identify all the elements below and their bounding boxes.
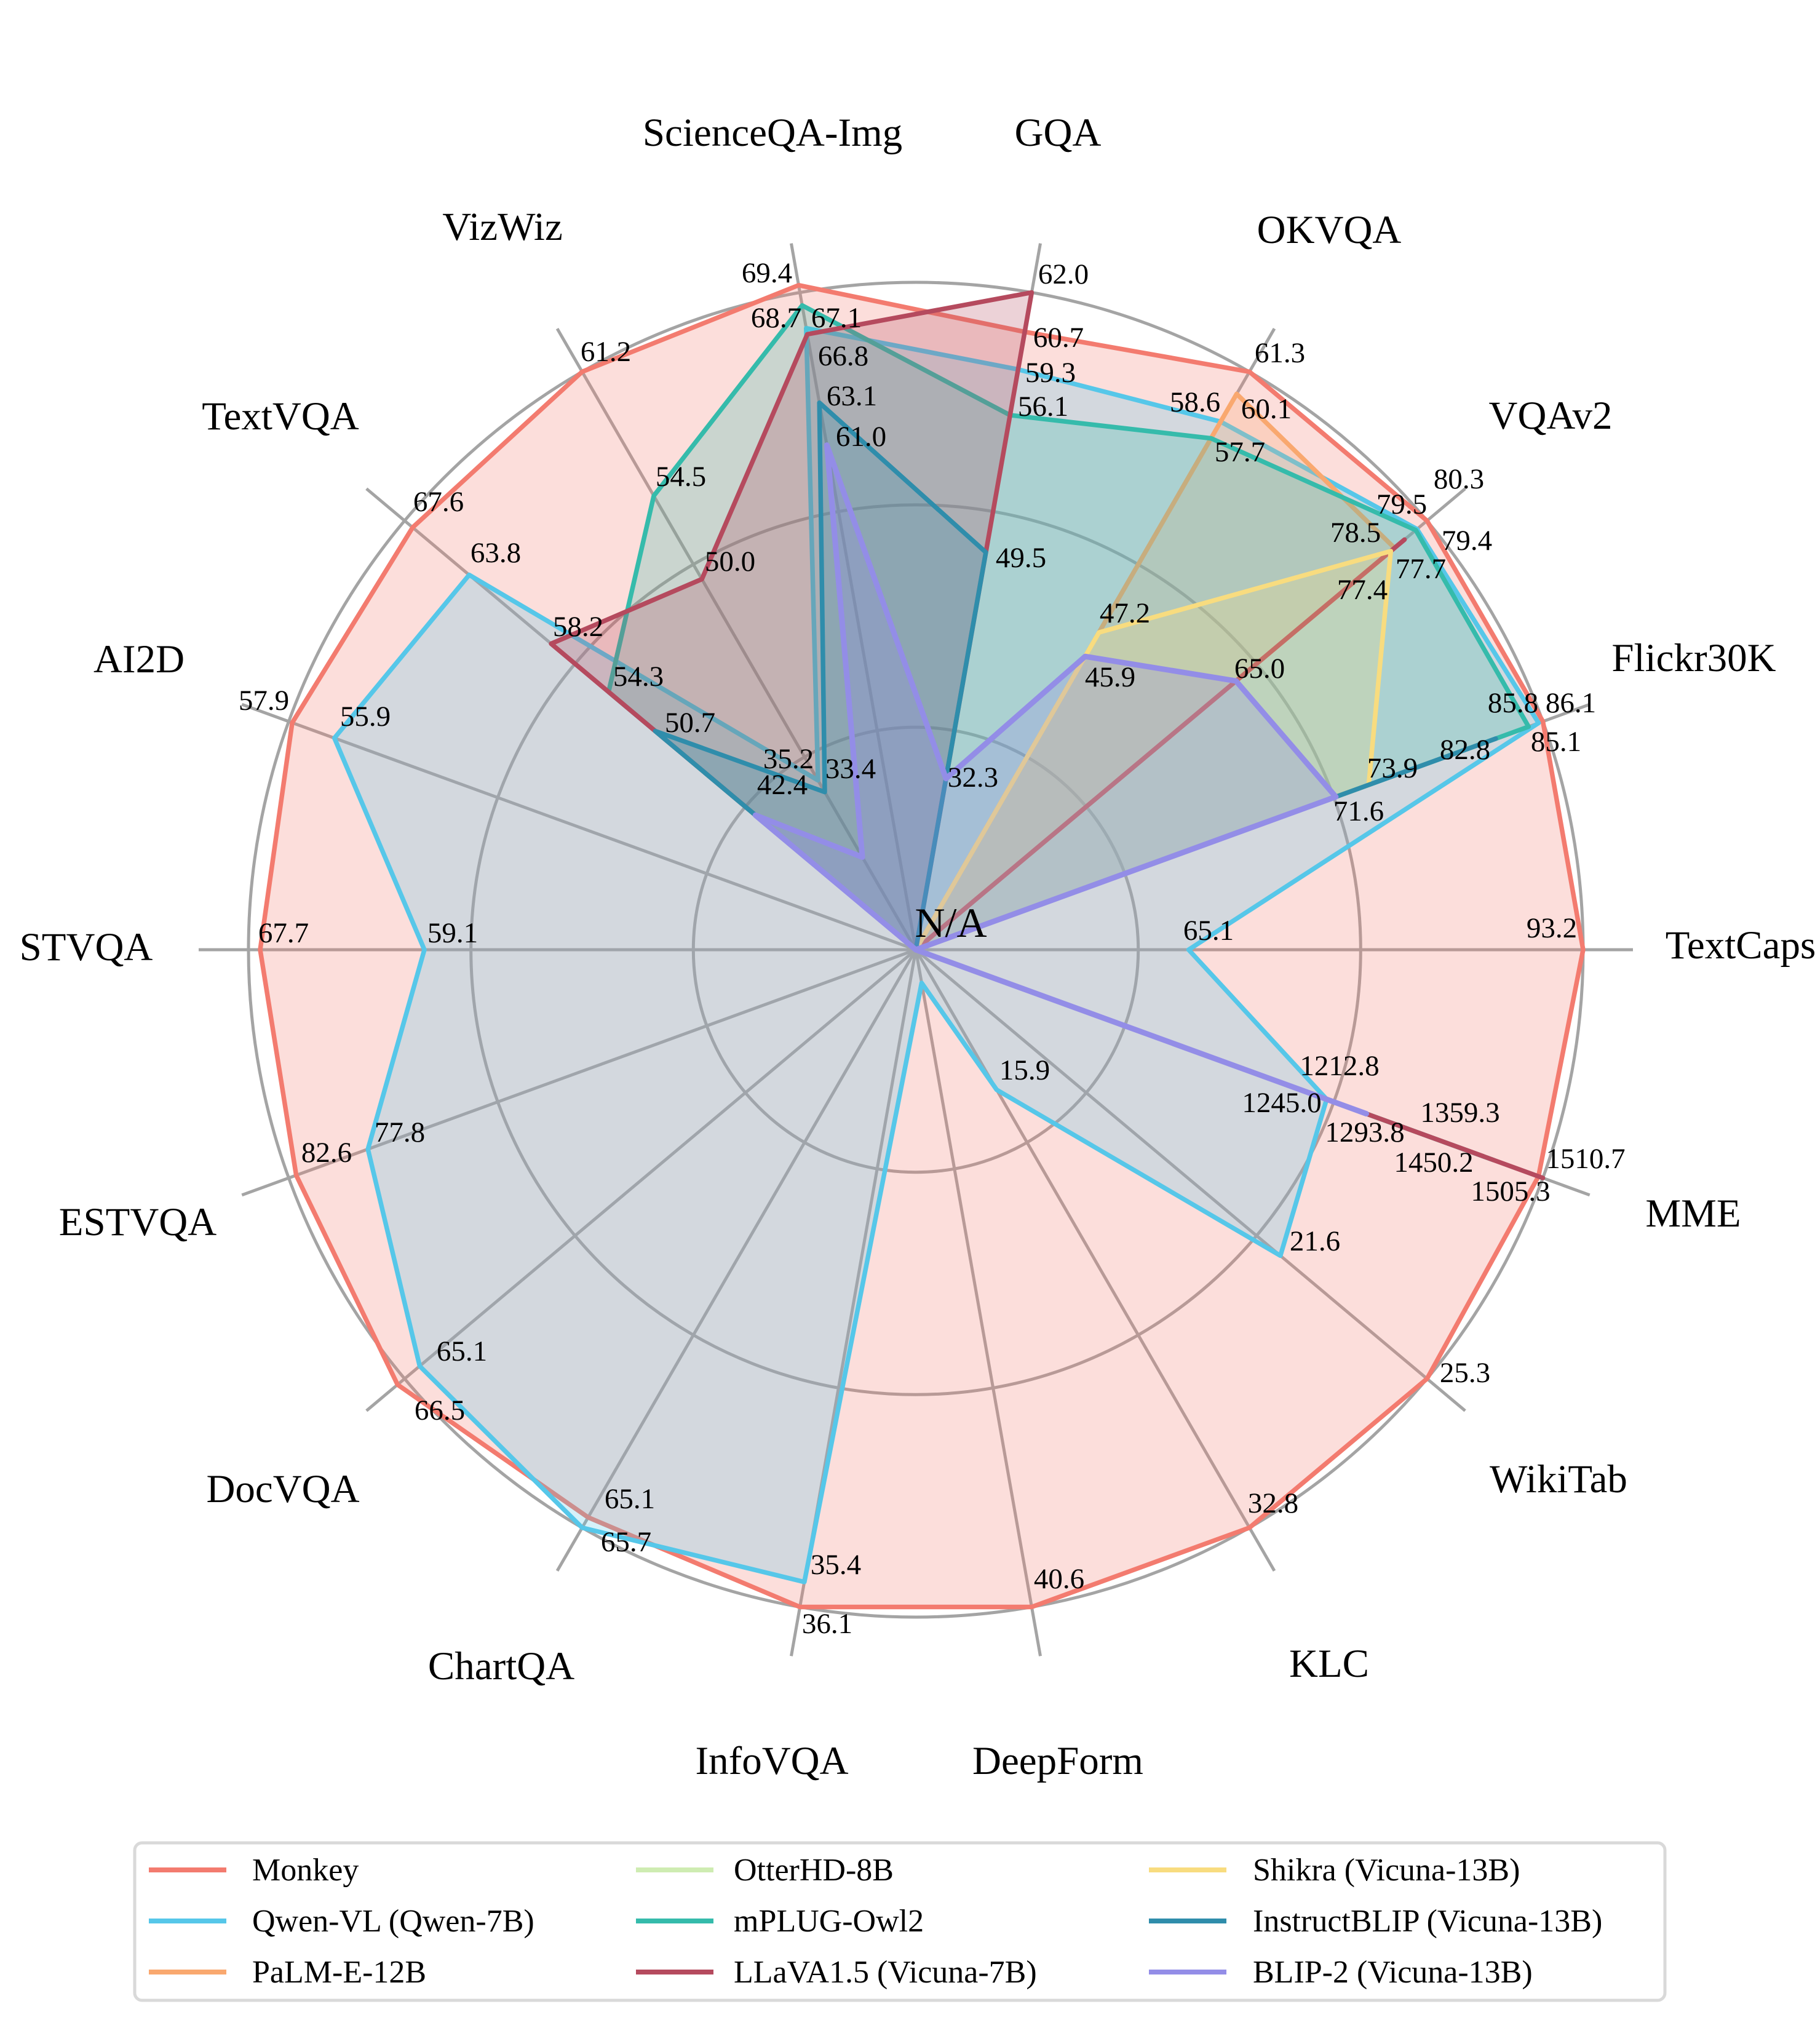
svg-text:47.2: 47.2 — [1100, 597, 1150, 629]
svg-text:61.2: 61.2 — [581, 336, 631, 368]
svg-text:mPLUG-Owl2: mPLUG-Owl2 — [734, 1904, 924, 1939]
svg-text:ScienceQA-Img: ScienceQA-Img — [643, 111, 902, 155]
svg-text:54.5: 54.5 — [656, 461, 706, 493]
svg-text:1505.3: 1505.3 — [1471, 1175, 1550, 1207]
svg-text:Qwen-VL (Qwen-7B): Qwen-VL (Qwen-7B) — [252, 1904, 534, 1939]
svg-text:63.1: 63.1 — [827, 380, 877, 412]
svg-text:85.1: 85.1 — [1531, 726, 1581, 758]
svg-text:OtterHD-8B: OtterHD-8B — [734, 1853, 894, 1888]
svg-text:78.5: 78.5 — [1330, 517, 1381, 549]
svg-text:LLaVA1.5 (Vicuna-7B): LLaVA1.5 (Vicuna-7B) — [734, 1955, 1037, 1990]
svg-text:63.8: 63.8 — [471, 537, 521, 569]
svg-text:1510.7: 1510.7 — [1546, 1143, 1625, 1175]
svg-text:79.5: 79.5 — [1376, 488, 1427, 520]
svg-text:50.7: 50.7 — [665, 707, 715, 739]
svg-text:25.3: 25.3 — [1440, 1357, 1490, 1389]
svg-text:40.6: 40.6 — [1034, 1563, 1084, 1595]
svg-text:49.5: 49.5 — [996, 542, 1046, 574]
svg-text:57.9: 57.9 — [239, 685, 289, 717]
svg-text:85.8: 85.8 — [1488, 687, 1538, 719]
svg-text:54.3: 54.3 — [613, 661, 664, 693]
svg-text:AI2D: AI2D — [93, 637, 185, 682]
svg-text:66.8: 66.8 — [818, 340, 868, 372]
svg-text:N/A: N/A — [915, 899, 987, 946]
svg-text:67.6: 67.6 — [413, 486, 464, 518]
svg-text:STVQA: STVQA — [20, 925, 153, 969]
svg-text:56.1: 56.1 — [1018, 391, 1068, 423]
svg-text:50.0: 50.0 — [705, 546, 755, 578]
svg-text:DocVQA: DocVQA — [206, 1467, 359, 1511]
svg-text:1450.2: 1450.2 — [1394, 1147, 1473, 1179]
svg-text:62.0: 62.0 — [1038, 258, 1089, 290]
svg-text:65.1: 65.1 — [605, 1483, 655, 1515]
svg-text:InfoVQA: InfoVQA — [695, 1739, 848, 1783]
svg-text:33.4: 33.4 — [825, 753, 876, 785]
svg-text:67.1: 67.1 — [811, 302, 862, 334]
svg-text:59.3: 59.3 — [1025, 357, 1076, 389]
svg-text:71.6: 71.6 — [1333, 795, 1384, 827]
svg-text:82.6: 82.6 — [301, 1137, 352, 1169]
svg-text:OKVQA: OKVQA — [1257, 208, 1402, 252]
svg-text:1212.8: 1212.8 — [1300, 1050, 1379, 1082]
svg-text:65.7: 65.7 — [601, 1526, 651, 1558]
svg-text:TextVQA: TextVQA — [202, 394, 359, 439]
svg-text:TextCaps: TextCaps — [1666, 923, 1815, 968]
svg-text:60.7: 60.7 — [1033, 322, 1084, 354]
svg-text:ESTVQA: ESTVQA — [59, 1200, 216, 1244]
svg-text:55.9: 55.9 — [340, 701, 391, 733]
svg-text:45.9: 45.9 — [1085, 661, 1135, 693]
svg-text:61.3: 61.3 — [1255, 337, 1305, 369]
svg-text:93.2: 93.2 — [1527, 912, 1577, 944]
svg-text:69.4: 69.4 — [742, 257, 792, 289]
svg-text:32.8: 32.8 — [1248, 1487, 1298, 1519]
svg-text:57.7: 57.7 — [1215, 436, 1265, 468]
svg-text:80.3: 80.3 — [1434, 463, 1484, 495]
svg-text:73.9: 73.9 — [1367, 752, 1418, 784]
svg-text:21.6: 21.6 — [1290, 1225, 1340, 1257]
svg-text:1293.8: 1293.8 — [1325, 1116, 1404, 1148]
svg-text:66.5: 66.5 — [415, 1394, 465, 1426]
svg-text:42.4: 42.4 — [757, 769, 808, 801]
svg-text:65.1: 65.1 — [1183, 915, 1234, 947]
svg-text:82.8: 82.8 — [1440, 734, 1490, 766]
svg-text:DeepForm: DeepForm — [972, 1739, 1143, 1783]
svg-text:77.4: 77.4 — [1337, 574, 1388, 606]
svg-text:ChartQA: ChartQA — [428, 1644, 574, 1688]
svg-text:32.3: 32.3 — [948, 762, 998, 793]
svg-text:1359.3: 1359.3 — [1420, 1097, 1499, 1129]
svg-text:InstructBLIP (Vicuna-13B): InstructBLIP (Vicuna-13B) — [1253, 1904, 1602, 1939]
svg-text:VQAv2: VQAv2 — [1489, 394, 1613, 438]
svg-text:VizWiz: VizWiz — [442, 205, 563, 249]
svg-text:BLIP-2 (Vicuna-13B): BLIP-2 (Vicuna-13B) — [1253, 1955, 1533, 1990]
svg-text:35.4: 35.4 — [811, 1549, 861, 1581]
svg-text:59.1: 59.1 — [427, 917, 478, 949]
svg-text:PaLM-E-12B: PaLM-E-12B — [252, 1955, 426, 1990]
svg-text:35.2: 35.2 — [763, 743, 814, 775]
svg-text:77.8: 77.8 — [375, 1116, 425, 1148]
svg-text:15.9: 15.9 — [999, 1054, 1050, 1086]
svg-text:58.2: 58.2 — [553, 611, 603, 643]
svg-text:1245.0: 1245.0 — [1242, 1087, 1321, 1119]
svg-text:Shikra (Vicuna-13B): Shikra (Vicuna-13B) — [1253, 1853, 1520, 1888]
svg-text:Flickr30K: Flickr30K — [1611, 636, 1776, 680]
svg-text:36.1: 36.1 — [802, 1608, 852, 1640]
svg-text:61.0: 61.0 — [836, 421, 886, 453]
svg-text:KLC: KLC — [1289, 1642, 1369, 1686]
svg-text:60.1: 60.1 — [1241, 393, 1292, 425]
svg-text:65.1: 65.1 — [437, 1335, 487, 1367]
svg-text:WikiTab: WikiTab — [1490, 1457, 1627, 1501]
svg-text:68.7: 68.7 — [751, 302, 801, 334]
svg-text:65.0: 65.0 — [1234, 653, 1285, 685]
svg-text:86.1: 86.1 — [1546, 687, 1596, 719]
svg-text:Monkey: Monkey — [252, 1853, 359, 1888]
svg-text:MME: MME — [1645, 1191, 1741, 1236]
svg-text:77.7: 77.7 — [1396, 553, 1446, 585]
svg-text:GQA: GQA — [1015, 111, 1102, 155]
svg-text:67.7: 67.7 — [258, 917, 309, 949]
svg-text:79.4: 79.4 — [1442, 525, 1492, 557]
svg-text:58.6: 58.6 — [1170, 386, 1220, 418]
